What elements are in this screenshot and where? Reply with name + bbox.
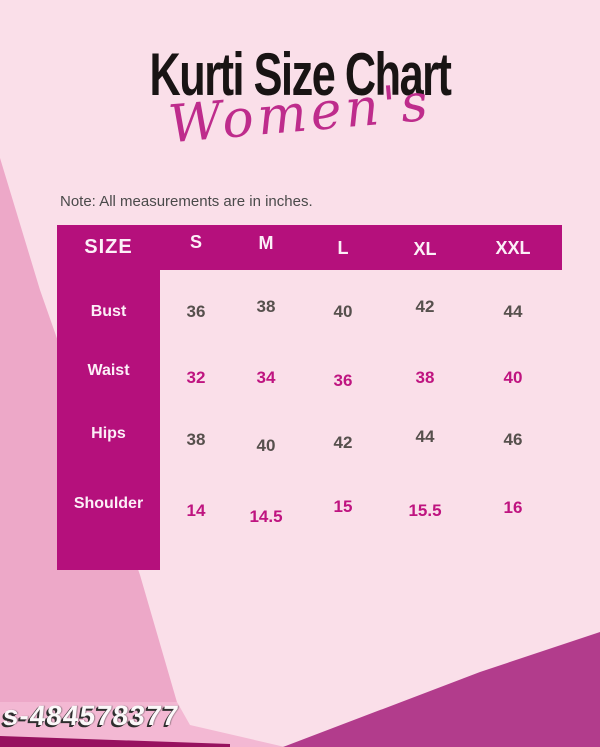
table-row-bust: Bust 36 38 40 42 44 [57, 292, 562, 332]
cell-waist-l: 36 [333, 371, 353, 390]
cell-waist-m: 34 [256, 368, 276, 387]
column-header-s: S [189, 232, 202, 252]
table-row-hips: Hips 38 40 42 44 46 [57, 414, 562, 455]
table-row-shoulder: Shoulder 14 14.5 15 15.5 16 [57, 484, 562, 526]
cell-shoulder-l: 15 [333, 497, 353, 516]
cell-hips-s: 38 [186, 430, 206, 449]
column-header-xxl: XXL [495, 238, 531, 258]
cell-waist-xl: 38 [415, 368, 435, 387]
cell-shoulder-xxl: 16 [503, 498, 523, 517]
cell-hips-m: 40 [256, 436, 276, 455]
cell-bust-xl: 42 [415, 297, 435, 316]
cell-bust-s: 36 [186, 302, 206, 321]
cell-shoulder-m: 14.5 [249, 507, 283, 526]
table-row-waist: Waist 32 34 36 38 40 [57, 351, 562, 391]
cell-waist-xxl: 40 [503, 368, 523, 387]
row-label-waist: Waist [87, 362, 130, 379]
size-table-header-row: SIZE S M L XL XXL [57, 225, 562, 270]
cell-hips-xxl: 46 [503, 430, 523, 449]
cell-waist-s: 32 [186, 368, 206, 387]
page-title: Kurti Size Chart [149, 41, 451, 108]
column-header-m: M [258, 233, 274, 253]
watermark-text: s-484578377 [1, 700, 181, 731]
cell-bust-xxl: 44 [503, 302, 523, 321]
cell-shoulder-s: 14 [186, 501, 206, 520]
cell-shoulder-xl: 15.5 [408, 501, 442, 520]
row-label-column-bar [57, 270, 160, 570]
column-header-xl: XL [413, 239, 437, 259]
row-label-shoulder: Shoulder [73, 495, 144, 512]
cell-bust-l: 40 [333, 302, 353, 321]
row-label-bust: Bust [90, 303, 127, 320]
column-header-l: L [337, 238, 349, 258]
column-header-size: SIZE [84, 236, 133, 258]
row-label-hips: Hips [91, 425, 126, 442]
cell-hips-xl: 44 [415, 427, 435, 446]
cell-hips-l: 42 [333, 433, 353, 452]
measurement-note: Note: All measurements are in inches. [60, 193, 313, 210]
cell-bust-m: 38 [256, 297, 276, 316]
